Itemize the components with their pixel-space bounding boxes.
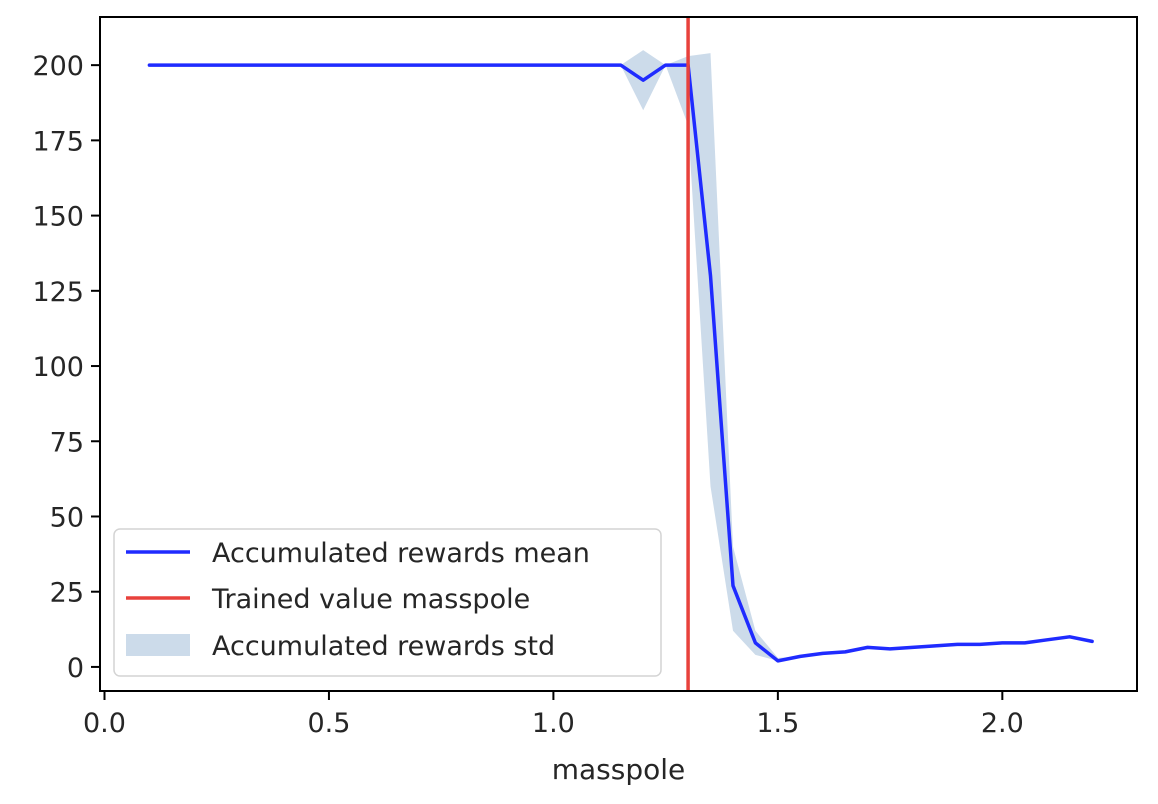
mean-point bbox=[148, 64, 151, 67]
mean-point bbox=[215, 64, 218, 67]
mean-point bbox=[597, 64, 600, 67]
y-tick-label: 50 bbox=[50, 502, 84, 533]
y-tick-label: 150 bbox=[32, 202, 84, 233]
mean-point bbox=[238, 64, 241, 67]
y-ticks: 0 25 50 75 100 125 150 175 200 bbox=[32, 51, 100, 684]
mean-point bbox=[821, 652, 824, 655]
mean-point bbox=[889, 647, 892, 650]
mean-point bbox=[462, 64, 465, 67]
mean-point bbox=[1023, 641, 1026, 644]
mean-point bbox=[754, 641, 757, 644]
mean-point bbox=[440, 64, 443, 67]
mean-point bbox=[327, 64, 330, 67]
mean-point bbox=[417, 64, 420, 67]
legend-label: Accumulated rewards mean bbox=[212, 538, 590, 569]
y-tick-label: 125 bbox=[32, 277, 84, 308]
mean-point bbox=[866, 646, 869, 649]
axes-frame bbox=[99, 16, 1138, 692]
mean-point bbox=[507, 64, 510, 67]
mean-point bbox=[844, 650, 847, 653]
mean-point bbox=[552, 64, 555, 67]
legend-label: Accumulated rewards std bbox=[212, 631, 555, 662]
legend: Accumulated rewards mean Trained value ma… bbox=[113, 528, 662, 677]
mean-point bbox=[372, 64, 375, 67]
mean-point bbox=[530, 64, 533, 67]
mean-point bbox=[305, 64, 308, 67]
legend-box bbox=[113, 528, 662, 677]
mean-point bbox=[1091, 640, 1094, 643]
mean-point bbox=[574, 64, 577, 67]
y-tick-label: 200 bbox=[32, 51, 84, 82]
y-tick-label: 0 bbox=[67, 653, 84, 684]
x-tick-label: 0.0 bbox=[83, 708, 126, 739]
mean-point bbox=[619, 64, 622, 67]
mean-point bbox=[799, 655, 802, 658]
mean-point bbox=[395, 64, 398, 67]
mean-point bbox=[642, 79, 645, 82]
mean-line-layer bbox=[147, 63, 1094, 663]
mean-point bbox=[1068, 635, 1071, 638]
mean-point bbox=[978, 643, 981, 646]
mean-point bbox=[709, 274, 712, 277]
mean-point bbox=[193, 64, 196, 67]
mean-point bbox=[956, 643, 959, 646]
mean-point bbox=[485, 64, 488, 67]
mean-line bbox=[147, 63, 1094, 663]
mean-point bbox=[1046, 638, 1049, 641]
x-tick-label: 0.5 bbox=[307, 708, 350, 739]
mean-point bbox=[283, 64, 286, 67]
mean-point bbox=[1001, 641, 1004, 644]
x-axis-label: masspole bbox=[552, 753, 686, 786]
y-tick-label: 75 bbox=[50, 427, 84, 458]
legend-label: Trained value masspole bbox=[211, 584, 530, 615]
y-tick-label: 100 bbox=[32, 352, 84, 383]
mean-point bbox=[776, 659, 779, 662]
mean-point bbox=[350, 64, 353, 67]
x-tick-label: 2.0 bbox=[981, 708, 1024, 739]
mean-point bbox=[911, 646, 914, 649]
mean-point bbox=[732, 584, 735, 587]
mean-point bbox=[934, 644, 937, 647]
x-tick-label: 1.5 bbox=[756, 708, 799, 739]
x-ticks: 0.0 0.5 1.0 1.5 2.0 bbox=[83, 691, 1024, 739]
mean-point bbox=[170, 64, 173, 67]
mean-point bbox=[664, 64, 667, 67]
y-tick-label: 25 bbox=[50, 578, 84, 609]
x-tick-label: 1.0 bbox=[532, 708, 575, 739]
y-tick-label: 175 bbox=[32, 126, 84, 157]
mean-point bbox=[260, 64, 263, 67]
legend-swatch bbox=[126, 634, 190, 656]
